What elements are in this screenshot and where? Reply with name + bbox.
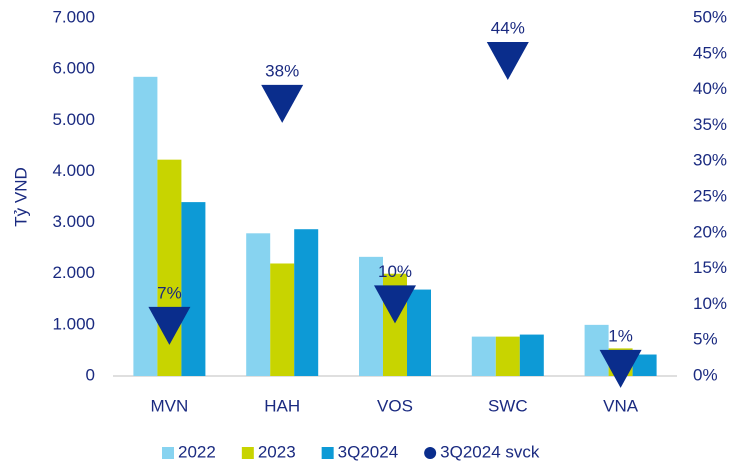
bar (246, 233, 271, 376)
y-tick-label: 0 (86, 365, 95, 384)
bar (181, 202, 206, 376)
bar (495, 336, 520, 376)
y2-tick-label: 45% (693, 43, 727, 62)
y-tick-label: 1.000 (52, 314, 95, 333)
x-tick-label: MVN (151, 396, 189, 415)
data-label: 38% (265, 61, 299, 80)
y2-tick-label: 25% (693, 186, 727, 205)
legend-swatch (162, 447, 174, 459)
y2-tick-label: 20% (693, 222, 727, 241)
bar (359, 256, 383, 376)
y-tick-label: 2.000 (52, 263, 95, 282)
x-tick-label: VNA (603, 396, 639, 415)
x-tick-label: SWC (488, 396, 528, 415)
y2-tick-label: 30% (693, 151, 727, 170)
bar (407, 289, 431, 376)
bar (294, 229, 319, 376)
legend-label: 2023 (258, 442, 296, 461)
y-tick-label: 6.000 (52, 59, 95, 78)
bar (519, 334, 544, 376)
y2-tick-label: 0% (693, 365, 718, 384)
y-tick-label: 7.000 (52, 7, 95, 26)
data-label: 1% (608, 326, 633, 345)
bar (632, 354, 657, 376)
y2-tick-label: 15% (693, 258, 727, 277)
y2-tick-label: 40% (693, 79, 727, 98)
y2-tick-label: 50% (693, 7, 727, 26)
y-tick-label: 4.000 (52, 161, 95, 180)
y-tick-label: 3.000 (52, 212, 95, 231)
legend-swatch (424, 447, 437, 459)
legend-swatch (241, 447, 254, 459)
bar (471, 336, 496, 376)
x-tick-label: HAH (264, 396, 300, 415)
marker (599, 349, 642, 388)
legend-label: 3Q2024 (338, 442, 399, 461)
legend-label: 2022 (178, 442, 216, 461)
marker (261, 84, 304, 123)
marker (486, 41, 529, 80)
y-tick-label: 5.000 (52, 110, 95, 129)
bar (270, 263, 295, 376)
x-tick-label: VOS (377, 396, 413, 415)
marker (374, 285, 416, 324)
y2-tick-label: 10% (693, 294, 727, 313)
y2-tick-label: 35% (693, 115, 727, 134)
legend-label: 3Q2024 svck (440, 442, 540, 461)
data-label: 44% (491, 18, 525, 37)
y-axis-label: Tỷ VND (11, 167, 30, 227)
data-label: 10% (378, 262, 412, 281)
legend-swatch (321, 447, 334, 459)
data-label: 7% (157, 283, 182, 302)
y2-tick-label: 5% (693, 330, 718, 349)
bar (133, 76, 158, 377)
marker (148, 306, 191, 345)
